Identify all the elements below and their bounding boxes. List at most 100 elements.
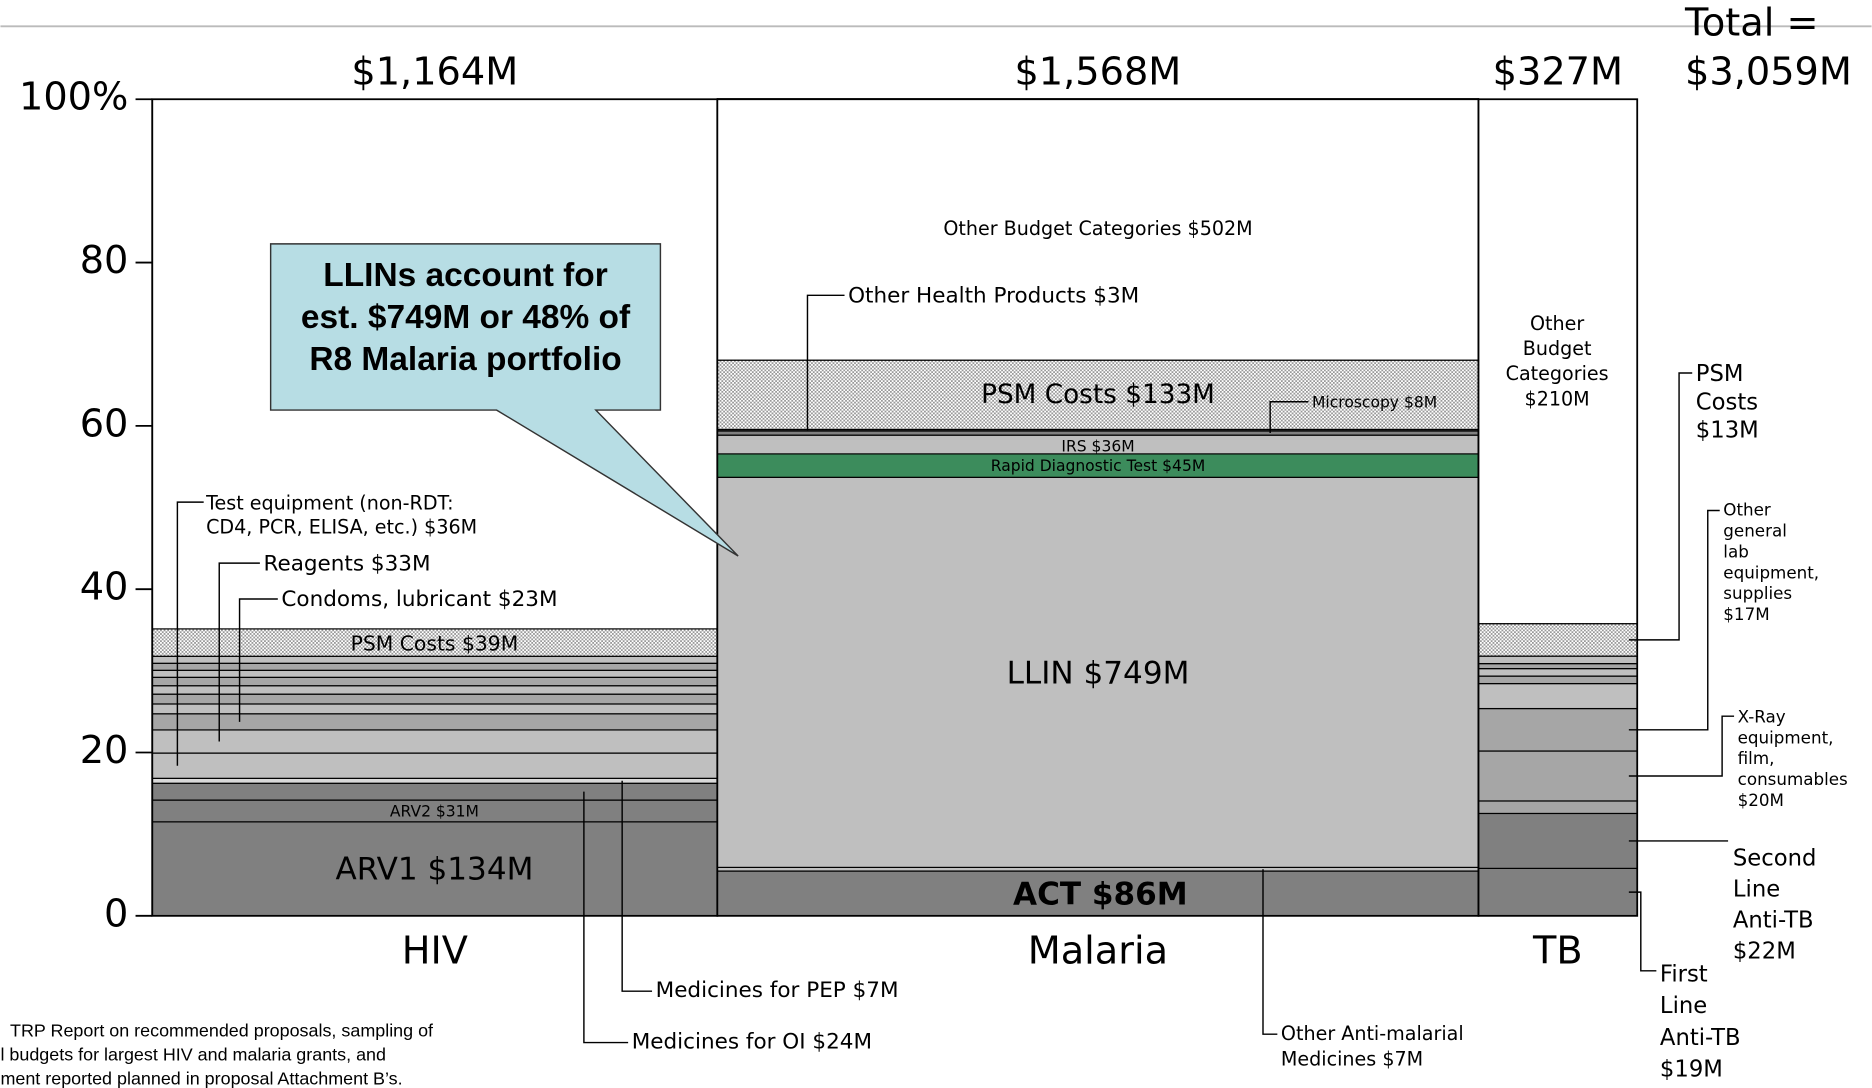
segment-label: Rapid Diagnostic Test $45M <box>991 457 1205 475</box>
segment <box>151 782 718 801</box>
grand-total-prefix: Total = <box>1684 1 1819 46</box>
leader-line <box>1269 401 1309 434</box>
segment-label-line: equipment, <box>1738 727 1834 747</box>
segment-label: Other Budget Categories $502M <box>943 217 1252 240</box>
segment <box>151 655 718 664</box>
segment-label-line: Second <box>1733 845 1817 871</box>
segment <box>151 777 718 784</box>
segment-label-line: Costs <box>1696 389 1758 415</box>
callout-text: R8 Malaria portfolio <box>309 341 621 378</box>
segment-label-line: Categories <box>1506 362 1609 385</box>
segment-label: PSM Costs $133M <box>981 380 1215 410</box>
y-tick-label: 20 <box>80 728 129 773</box>
segment-label: ARV1 $134M <box>335 851 533 887</box>
leader-line <box>621 780 653 992</box>
segment <box>151 693 718 705</box>
segment-label-line: Anti-TB <box>1660 1024 1741 1050</box>
segment-label: PSM Costs $39M <box>351 631 519 655</box>
segment-label-line: film, <box>1738 748 1775 768</box>
segment <box>1477 663 1638 670</box>
segment <box>1477 750 1638 802</box>
segment-label: Medicines for OI $24M <box>632 1030 872 1055</box>
leader-line <box>1262 869 1278 1035</box>
segment-label-line: $22M <box>1733 938 1796 964</box>
segment-label-line: Other Anti-malarial <box>1281 1022 1464 1045</box>
segment-label-line: CD4, PCR, ELISA, etc.) $36M <box>206 515 477 538</box>
segment-label-line: $210M <box>1525 387 1590 410</box>
segment-label: IRS $36M <box>1061 438 1134 456</box>
callout-text: est. $749M or 48% of <box>301 299 631 336</box>
segment-label-line: Other <box>1530 312 1584 335</box>
segment-label-line: $20M <box>1738 790 1784 810</box>
segment-label-line: consumables <box>1738 769 1848 789</box>
segment <box>151 752 718 779</box>
segment-label-line: Line <box>1733 876 1780 902</box>
segment-label: PSM Costs $13M <box>1696 361 1759 443</box>
segment <box>716 430 1480 436</box>
leader-line <box>1628 715 1735 777</box>
segment-label-line: supplies <box>1723 583 1792 603</box>
segment <box>151 703 718 715</box>
segment-label: Other general lab equipment, supplies $17M <box>1723 499 1819 624</box>
column-total: $327M <box>1493 50 1623 95</box>
segment-label-line: lab <box>1723 541 1749 561</box>
segment <box>1477 668 1638 677</box>
segment <box>1477 707 1638 752</box>
y-tick-label: 100% <box>19 75 128 120</box>
segment-label-line: $19M <box>1660 1056 1723 1082</box>
segment-label-line: Budget <box>1523 337 1592 360</box>
segment <box>1477 800 1638 815</box>
segment <box>151 685 718 695</box>
segment-label: X-Ray equipment, film, consumables $20M <box>1738 706 1848 810</box>
x-tick-label: HIV <box>402 928 468 973</box>
segment-label: Other Budget Categories $210M <box>1506 312 1609 410</box>
segment-label-line: X-Ray <box>1738 706 1786 726</box>
y-tick-label: 40 <box>80 565 129 610</box>
segment <box>151 729 718 754</box>
column-outline <box>1477 98 1639 917</box>
segment <box>1477 675 1638 685</box>
x-tick-label: Malaria <box>1028 928 1168 973</box>
source-note: ment reported planned in proposal Attach… <box>0 1068 402 1088</box>
segment-label-line: general <box>1723 520 1787 540</box>
leader-line <box>806 294 845 431</box>
grand-total: $3,059M <box>1685 50 1852 95</box>
segment <box>151 676 718 687</box>
segment-label: Microscopy $8M <box>1312 393 1437 411</box>
segment <box>716 98 1480 361</box>
segment-label-line: $17M <box>1723 604 1769 624</box>
column-total: $1,164M <box>351 50 518 95</box>
segment-label: Other Anti-malarial Medicines $7M <box>1281 1022 1464 1070</box>
leader-line <box>238 598 278 722</box>
segment-label: LLIN $749M <box>1007 655 1190 691</box>
source-note: TRP Report on recommended proposals, sam… <box>10 1021 433 1041</box>
leader-line <box>176 501 204 766</box>
segment <box>151 713 718 731</box>
segment-label: ARV2 $31M <box>390 802 479 820</box>
segment-label: Medicines for PEP $7M <box>656 978 899 1003</box>
segment <box>1477 682 1638 710</box>
source-note: l budgets for largest HIV and malaria gr… <box>0 1044 386 1064</box>
segment <box>151 662 718 671</box>
leader-line <box>583 791 629 1044</box>
segment <box>1477 812 1638 869</box>
segment-label-line: Medicines $7M <box>1281 1047 1423 1070</box>
segment-label-line: First <box>1660 961 1708 987</box>
leader-line <box>1628 372 1693 641</box>
segment-label: Test equipment (non-RDT: CD4, PCR, ELISA,… <box>205 491 477 538</box>
segment <box>151 628 718 657</box>
segment-label-line: Other <box>1723 499 1771 519</box>
segment-label-line: Line <box>1660 993 1707 1019</box>
leader-line <box>1628 891 1657 972</box>
segment <box>1477 867 1638 917</box>
segment-label-line: Anti-TB <box>1733 907 1814 933</box>
y-tick-label: 80 <box>80 238 129 283</box>
leader-line <box>1628 509 1720 731</box>
segment-label: Reagents $33M <box>263 551 430 576</box>
y-tick-label: 60 <box>80 401 129 446</box>
segment-label-line: $13M <box>1696 417 1759 443</box>
segment-label-line: equipment, <box>1723 562 1819 582</box>
callout-text: LLINs account for <box>323 257 608 294</box>
callout-box <box>269 243 739 557</box>
